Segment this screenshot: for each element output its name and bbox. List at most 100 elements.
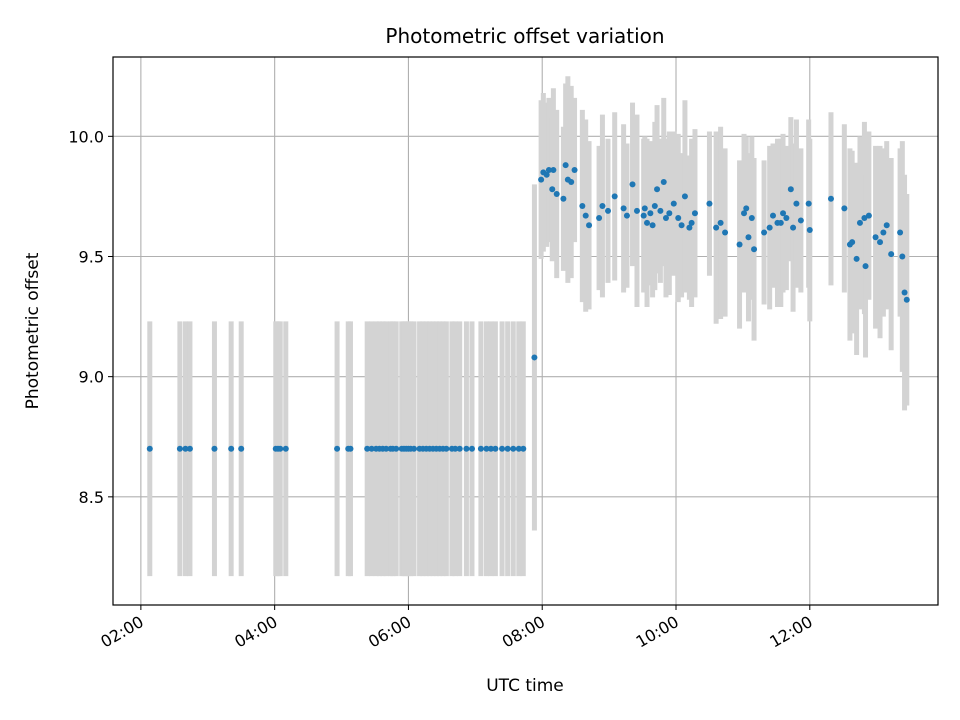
- data-point: [736, 241, 743, 248]
- data-point: [568, 178, 575, 185]
- data-point: [277, 445, 284, 452]
- data-point: [745, 234, 752, 241]
- data-point: [582, 212, 589, 219]
- data-point: [717, 219, 724, 226]
- data-point: [903, 296, 910, 303]
- data-point: [856, 219, 863, 226]
- data-point: [411, 445, 418, 452]
- data-point: [748, 215, 755, 222]
- data-point: [806, 227, 813, 234]
- data-point: [282, 445, 289, 452]
- data-point: [562, 162, 569, 169]
- data-point: [368, 445, 375, 452]
- data-point: [841, 205, 848, 212]
- data-point: [620, 205, 627, 212]
- data-point: [334, 445, 341, 452]
- data-point: [777, 219, 784, 226]
- data-point: [545, 166, 552, 173]
- data-point: [662, 215, 669, 222]
- data-point: [666, 210, 673, 217]
- data-point: [770, 212, 776, 219]
- data-point: [827, 195, 834, 202]
- data-point: [872, 234, 879, 241]
- data-point: [797, 217, 804, 224]
- data-point: [790, 224, 797, 231]
- data-point: [751, 246, 758, 253]
- data-point: [761, 229, 768, 236]
- data-point: [629, 181, 636, 188]
- y-axis-label: Photometric offset: [23, 252, 43, 409]
- data-point: [520, 445, 527, 452]
- data-point: [883, 222, 890, 229]
- data-point: [543, 171, 550, 178]
- data-point: [706, 200, 713, 207]
- data-point: [483, 445, 490, 452]
- data-point: [633, 207, 640, 214]
- data-point: [452, 445, 459, 452]
- data-point: [691, 210, 698, 217]
- y-axis: 8.5 9.0 9.5 10.0: [68, 127, 113, 507]
- data-point: [901, 289, 908, 296]
- data-point: [651, 203, 658, 210]
- data-point: [641, 205, 648, 212]
- data-point: [560, 195, 567, 202]
- data-point: [596, 215, 603, 222]
- data-point: [766, 224, 773, 231]
- data-point: [487, 445, 494, 452]
- data-point: [538, 176, 545, 183]
- y-tick-label: 9.5: [79, 247, 104, 266]
- data-point: [681, 193, 688, 200]
- data-point: [611, 193, 618, 200]
- data-point: [741, 210, 748, 217]
- data-point: [793, 200, 800, 207]
- data-point: [510, 445, 517, 452]
- data-point: [182, 445, 189, 452]
- data-point: [364, 445, 371, 452]
- x-axis-label: UTC time: [486, 676, 564, 696]
- data-point: [549, 186, 556, 193]
- data-point: [456, 445, 463, 452]
- data-point: [186, 445, 193, 452]
- data-point: [477, 445, 484, 452]
- plot-frame: [112, 56, 939, 606]
- data-point: [443, 445, 450, 452]
- data-point: [861, 215, 868, 222]
- data-point: [579, 203, 586, 210]
- data-point: [649, 222, 656, 229]
- data-point: [571, 166, 578, 173]
- data-point: [586, 222, 593, 229]
- data-point: [531, 354, 538, 361]
- data-point: [146, 445, 153, 452]
- y-tick-label: 10.0: [68, 127, 104, 146]
- chart-title: Photometric offset variation: [385, 24, 664, 48]
- data-point: [605, 207, 611, 214]
- data-point: [780, 210, 787, 217]
- data-point: [783, 215, 790, 222]
- data-point: [865, 212, 872, 219]
- data-point: [899, 253, 906, 260]
- data-point: [888, 251, 895, 258]
- data-point: [238, 445, 245, 452]
- data-point: [678, 222, 685, 229]
- data-point: [504, 445, 511, 452]
- data-point: [877, 239, 884, 246]
- data-point: [553, 191, 560, 197]
- data-point: [713, 224, 720, 231]
- data-point: [787, 186, 794, 193]
- data-point: [644, 219, 651, 226]
- y-tick-label: 9.0: [79, 368, 104, 387]
- data-point: [660, 178, 667, 185]
- data-point: [347, 445, 354, 452]
- data-point: [686, 224, 693, 231]
- data-points: [146, 162, 910, 452]
- data-point: [550, 166, 557, 173]
- data-point: [670, 200, 677, 207]
- data-point: [640, 212, 647, 219]
- data-point: [211, 445, 218, 452]
- data-point: [805, 200, 812, 207]
- data-point: [862, 263, 869, 270]
- data-point: [499, 445, 506, 452]
- data-point: [176, 445, 183, 452]
- data-point: [880, 229, 887, 236]
